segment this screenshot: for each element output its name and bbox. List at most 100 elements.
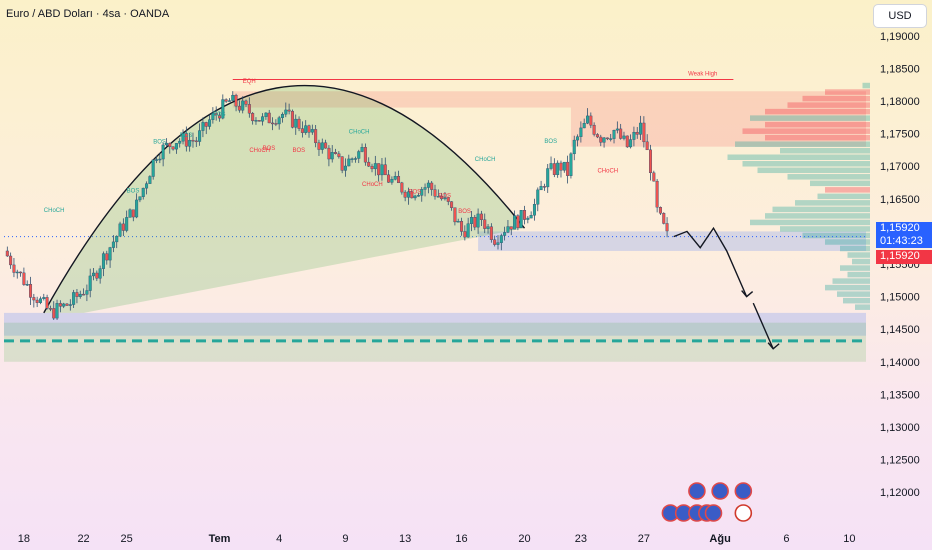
x-tick-label: 10 bbox=[843, 533, 855, 545]
candle-body bbox=[353, 158, 357, 160]
x-tick-label: Ağu bbox=[709, 533, 730, 545]
candle-body bbox=[393, 176, 397, 180]
candle-body bbox=[131, 209, 135, 218]
candle-body bbox=[194, 140, 198, 143]
volume-profile-bar bbox=[765, 108, 870, 115]
structure-label: CHoCH bbox=[349, 130, 370, 136]
y-tick-label: 1,14500 bbox=[880, 324, 920, 336]
economic-event-icon bbox=[704, 504, 723, 522]
candle-body bbox=[589, 115, 593, 126]
economic-event-icon bbox=[711, 482, 729, 500]
candle-body bbox=[45, 297, 49, 309]
candle-body bbox=[151, 159, 155, 177]
candle-body bbox=[128, 209, 132, 218]
y-tick-label: 1,13500 bbox=[880, 389, 920, 401]
candle-body bbox=[350, 158, 354, 160]
candle-body bbox=[244, 100, 248, 105]
candle-body bbox=[95, 272, 99, 279]
levels-layer: Weak High bbox=[4, 72, 866, 343]
structure-label: CHoCH bbox=[362, 182, 383, 188]
candle-body bbox=[29, 284, 33, 298]
candle-body bbox=[635, 131, 639, 135]
rounding-top-layer bbox=[43, 84, 526, 314]
economic-event-icon bbox=[734, 482, 753, 500]
candle-body bbox=[460, 221, 464, 232]
structure-label: BOS bbox=[292, 148, 305, 154]
candle-body bbox=[453, 207, 457, 223]
candle-body bbox=[523, 210, 527, 220]
volume-profile-bar bbox=[802, 232, 870, 239]
rounding-top-arc bbox=[43, 84, 526, 314]
candle-body bbox=[572, 139, 576, 155]
currency-button[interactable]: USD bbox=[873, 4, 927, 28]
candle-body bbox=[22, 272, 26, 285]
candle-body bbox=[450, 201, 454, 208]
candle-body bbox=[221, 99, 225, 119]
x-tick-label: 20 bbox=[518, 533, 530, 545]
candle-body bbox=[605, 137, 609, 140]
candle-body bbox=[642, 122, 646, 143]
candle-body bbox=[251, 113, 255, 122]
volume-profile-bar bbox=[825, 284, 870, 291]
projection-layer bbox=[673, 226, 780, 350]
volume-profile-bar bbox=[847, 252, 870, 258]
candle-body bbox=[294, 118, 298, 128]
candle-body bbox=[463, 231, 467, 238]
x-tick-label: 6 bbox=[783, 533, 789, 545]
candle-body bbox=[98, 268, 102, 279]
candle-body bbox=[479, 213, 483, 220]
candle-body bbox=[62, 303, 66, 307]
projection-arrowhead bbox=[741, 290, 754, 298]
volume-profile-bar bbox=[837, 291, 870, 297]
candle-body bbox=[158, 158, 162, 161]
candle-body bbox=[602, 137, 606, 143]
candle-body bbox=[496, 242, 500, 245]
candles-layer bbox=[5, 91, 669, 320]
structure-label: BOS bbox=[544, 139, 557, 145]
projection-path bbox=[673, 226, 748, 297]
candle-body bbox=[406, 191, 410, 198]
candle-body bbox=[138, 196, 142, 201]
candle-body bbox=[552, 163, 556, 175]
volume-profile-bar bbox=[810, 180, 870, 187]
candle-body bbox=[148, 176, 152, 184]
candle-body bbox=[387, 174, 391, 183]
candle-body bbox=[542, 186, 546, 188]
candle-body bbox=[217, 114, 221, 119]
x-axis: 18 22 25 Tem 4 9 13 16 20 23 27 Ağu 6 10 bbox=[18, 533, 856, 545]
volume-profile-bar bbox=[825, 89, 870, 95]
candle-body bbox=[257, 120, 261, 122]
candle-body bbox=[592, 124, 596, 135]
structure-label: BOS bbox=[458, 209, 471, 215]
candle-body bbox=[509, 226, 513, 230]
candle-body bbox=[526, 217, 530, 220]
zone-demand bbox=[4, 312, 866, 336]
candle-body bbox=[562, 161, 566, 171]
candle-body bbox=[307, 125, 311, 133]
structure-label: BOS bbox=[213, 112, 226, 118]
volume-profile-bar bbox=[855, 304, 870, 310]
volume-profile-bar bbox=[742, 161, 870, 167]
volume-profile-bar bbox=[843, 297, 870, 304]
structure-label: CHoCH bbox=[44, 208, 65, 214]
candle-body bbox=[652, 172, 656, 182]
candle-body bbox=[290, 110, 294, 128]
candle-body bbox=[443, 197, 447, 200]
structure-label: BOS bbox=[438, 194, 451, 200]
zone-supply bbox=[232, 97, 866, 108]
x-tick-label: 25 bbox=[121, 533, 133, 545]
x-tick-label: 27 bbox=[638, 533, 650, 545]
candle-body bbox=[380, 164, 384, 176]
volume-profile-bar bbox=[840, 265, 870, 271]
x-tick-label: 18 bbox=[18, 533, 30, 545]
candle-body bbox=[19, 271, 23, 274]
volume-profile-bar bbox=[765, 213, 870, 219]
candle-body bbox=[489, 226, 493, 240]
candle-body bbox=[271, 122, 275, 125]
volume-profile-bar bbox=[847, 271, 870, 278]
candle-body bbox=[9, 255, 13, 266]
candle-body bbox=[483, 219, 487, 229]
